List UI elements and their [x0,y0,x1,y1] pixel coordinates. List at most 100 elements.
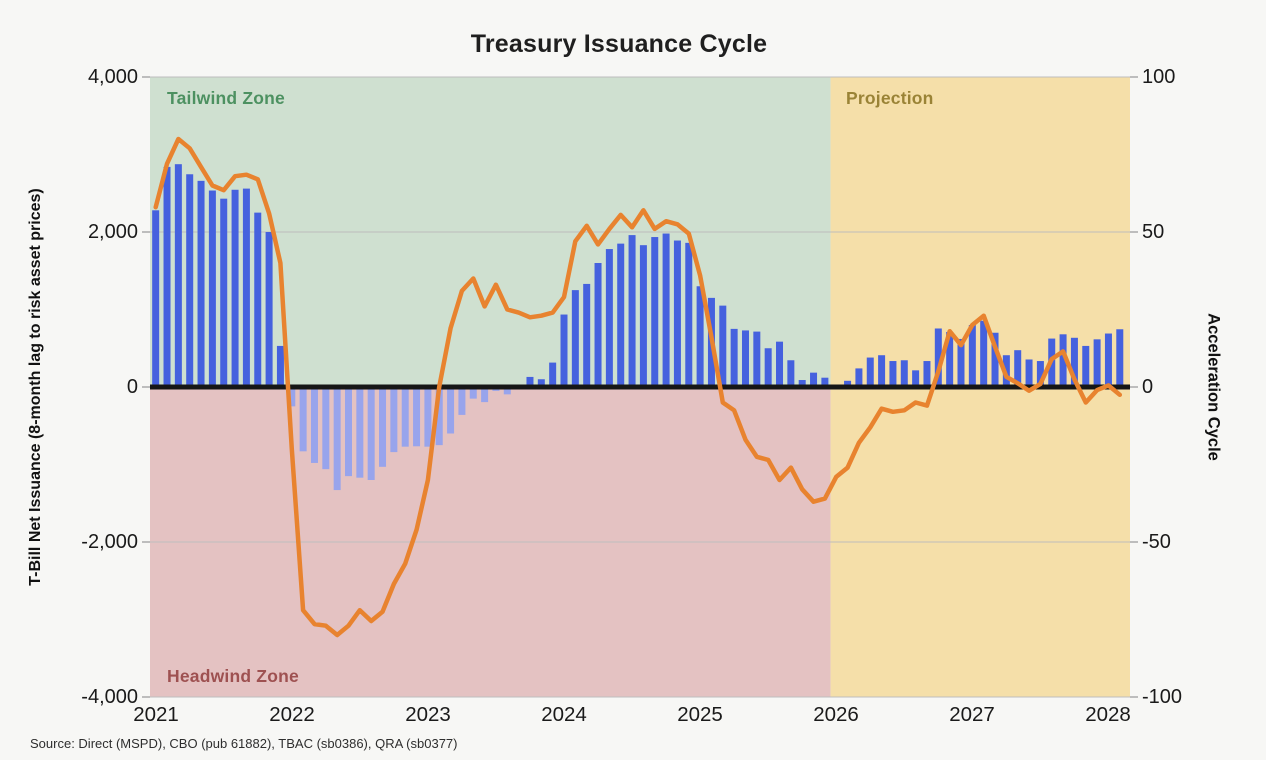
tailwind-zone-label: Tailwind Zone [167,88,285,108]
issuance-bar [537,379,545,387]
issuance-bar [379,387,387,467]
issuance-bar [934,328,942,387]
issuance-bar [549,362,557,387]
issuance-bar [810,372,818,387]
issuance-bar [333,387,341,491]
issuance-bar [401,387,409,447]
x-axis-tick-2026: 2026 [813,703,859,726]
chart-title: Treasury Issuance Cycle [470,30,768,58]
issuance-bar [662,233,670,387]
issuance-bar [503,387,511,395]
issuance-bar [1025,359,1033,387]
issuance-bar [583,283,591,387]
issuance-bar [526,376,534,387]
left-axis-tick-2000: 2,000 [87,221,138,243]
issuance-bar [424,387,432,447]
issuance-bar [322,387,330,470]
issuance-bar [220,198,228,387]
issuance-bar [719,305,727,387]
issuance-bar [208,190,216,387]
issuance-bar [152,210,160,387]
issuance-bar [639,245,647,387]
issuance-bar [435,387,443,446]
issuance-bar [197,180,205,387]
issuance-bar [651,237,659,387]
x-axis-tick-2024: 2024 [541,703,587,726]
issuance-bar [1104,333,1112,387]
issuance-bar [605,249,613,387]
issuance-bar [1014,350,1022,387]
issuance-bar [413,387,421,447]
right-axis-tick-50: 50 [1142,221,1165,243]
issuance-bar [594,263,602,387]
issuance-bar [866,357,874,387]
x-axis-tick-2021: 2021 [133,703,179,726]
left-axis-tick-neg4000: -4,000 [81,686,138,708]
projection-zone-label: Projection [846,88,934,108]
right-axis-tick-neg50: -50 [1142,531,1171,553]
issuance-bar [1093,339,1101,387]
issuance-bar [821,377,829,387]
issuance-bar [481,387,489,403]
issuance-bar [163,166,171,387]
issuance-bar [685,242,693,387]
issuance-bar [946,331,954,387]
issuance-bar [741,330,749,387]
issuance-bar [447,387,455,434]
right-axis-tick-neg100: -100 [1142,686,1183,708]
issuance-bar [254,212,262,387]
issuance-bar [458,387,466,415]
right-axis-title: Acceleration Cycle [1204,313,1223,461]
issuance-bar [288,387,296,407]
issuance-bar [923,361,931,387]
right-axis-tick-100: 100 [1142,66,1176,88]
issuance-bar [390,387,398,453]
issuance-bar [174,164,182,387]
issuance-bar [968,325,976,387]
x-axis-tick-2028: 2028 [1085,703,1131,726]
issuance-bar [753,331,761,387]
issuance-bar [798,380,806,387]
issuance-bar [356,387,364,478]
issuance-bar [186,174,194,387]
issuance-bar [776,341,784,387]
issuance-bar [730,328,738,387]
issuance-bar [560,314,568,387]
issuance-bar [367,387,375,480]
left-axis-tick-4000: 4,000 [87,66,138,88]
right-axis-tick-0: 0 [1142,376,1154,398]
issuance-bar [844,380,852,387]
issuance-bar [310,387,318,463]
issuance-bar [469,387,477,399]
issuance-bar [991,332,999,387]
x-axis-tick-2023: 2023 [405,703,451,726]
left-axis-tick-neg2000: -2,000 [81,531,138,553]
issuance-bar [912,370,920,387]
issuance-bar [855,368,863,387]
issuance-bar [344,387,352,477]
issuance-bar [696,286,704,387]
issuance-bar [242,188,250,387]
issuance-bar [764,348,772,387]
issuance-bar [231,189,239,387]
issuance-bar [265,232,273,387]
issuance-bar [1082,345,1090,387]
left-axis-title: T-Bill Net Issuance (8-month lag to risk… [27,188,44,586]
issuance-bar [1070,337,1078,387]
issuance-bar [878,355,886,387]
issuance-bar [628,235,636,387]
issuance-bar [1036,361,1044,387]
acceleration-cycle-line [153,136,1123,638]
x-axis-tick-2027: 2027 [949,703,995,726]
issuance-bar [673,240,681,387]
issuance-bar [787,360,795,387]
source-note: Source: Direct (MSPD), CBO (pub 61882), … [30,736,458,751]
issuance-bar [299,387,307,452]
issuance-bar [1059,334,1067,387]
issuance-bar [957,338,965,387]
issuance-bar [889,361,897,387]
issuance-bar [617,243,625,387]
left-axis-tick-0: 0 [126,376,138,398]
